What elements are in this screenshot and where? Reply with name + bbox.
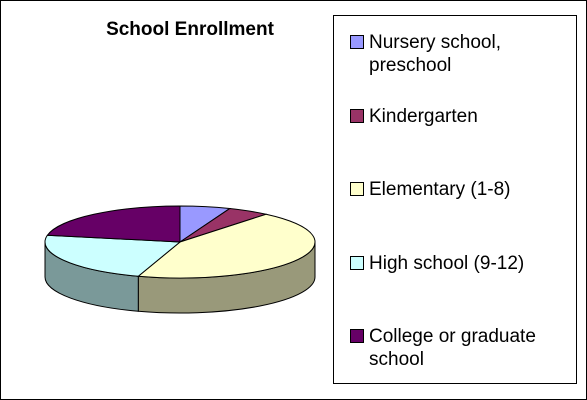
legend-label: Nursery school, preschool (369, 32, 501, 76)
legend-swatch (350, 255, 364, 270)
legend-swatch (350, 329, 364, 343)
legend-item: High school (9-12) (350, 252, 570, 275)
legend-label: High school (9-12) (369, 252, 525, 274)
chart-title: School Enrollment (106, 19, 275, 40)
legend-swatch (350, 108, 364, 123)
legend: Nursery school, preschool Kindergarten Ele… (333, 15, 577, 384)
legend-swatch (350, 35, 364, 49)
pie-slice (137, 213, 316, 279)
legend-swatch (350, 182, 364, 196)
legend-label: Kindergarten (369, 105, 478, 127)
legend-label: College or graduate school (369, 326, 536, 370)
legend-item: College or graduate school (350, 325, 570, 371)
legend-item: Nursery school, preschool (350, 31, 570, 77)
legend-label: Elementary (1-8) (369, 179, 511, 200)
pie-slice (46, 205, 181, 243)
legend-item: Kindergarten (350, 105, 570, 128)
pie-slice (44, 234, 182, 277)
legend-item: Elementary (1-8) (350, 178, 570, 201)
